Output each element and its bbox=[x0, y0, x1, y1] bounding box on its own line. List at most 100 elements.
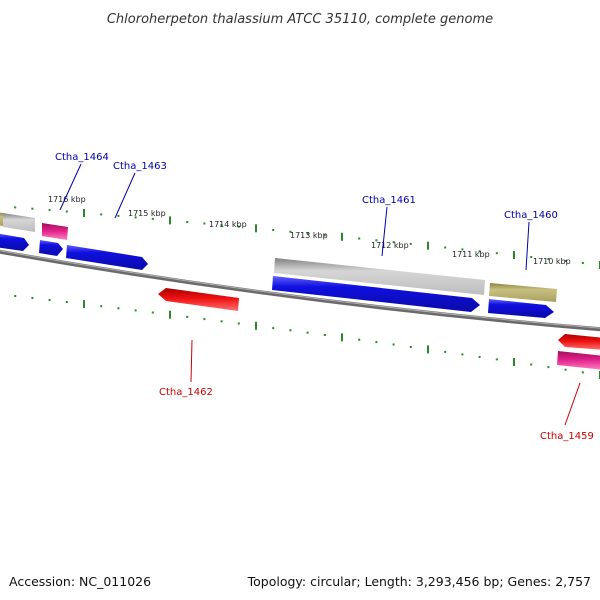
inner-tick bbox=[272, 327, 275, 330]
inner-tick bbox=[392, 343, 395, 346]
inner-tick bbox=[100, 305, 103, 308]
outer-tick bbox=[100, 213, 103, 216]
outer-tick bbox=[478, 250, 481, 253]
gene-label-ctha-1463[interactable]: Ctha_1463 bbox=[113, 161, 167, 172]
kbp-label-1715: 1715 kbp bbox=[128, 209, 166, 218]
outer-tick bbox=[237, 225, 240, 228]
inner-tick bbox=[255, 321, 257, 330]
outer-tick bbox=[323, 234, 326, 237]
inner-tick bbox=[547, 366, 550, 369]
gene-olive-left[interactable] bbox=[0, 212, 3, 226]
kbp-label-1711: 1711 kbp bbox=[452, 250, 490, 259]
gene-ctha-1459-red[interactable] bbox=[558, 334, 600, 350]
inner-tick bbox=[151, 311, 154, 314]
kbp-label-1713: 1713 kbp bbox=[290, 231, 328, 240]
inner-tick bbox=[495, 358, 498, 361]
inner-tick bbox=[409, 346, 412, 348]
accession-text: Accession: NC_011026 bbox=[9, 574, 151, 589]
outer-tick bbox=[547, 258, 550, 260]
outer-tick bbox=[134, 216, 137, 219]
inner-tick bbox=[306, 331, 309, 334]
outer-tick bbox=[530, 256, 533, 258]
gene-label-ctha-1461[interactable]: Ctha_1461 bbox=[362, 195, 416, 206]
outer-tick bbox=[289, 230, 292, 233]
genome-backbone bbox=[0, 249, 600, 332]
outer-tick bbox=[375, 239, 378, 242]
gene-ctha-1460[interactable] bbox=[489, 283, 557, 302]
gene-label-ctha-1460[interactable]: Ctha_1460 bbox=[504, 210, 558, 221]
outer-tick bbox=[169, 216, 171, 225]
inner-tick bbox=[323, 334, 326, 336]
outer-tick bbox=[495, 252, 498, 255]
outer-tick bbox=[220, 224, 223, 227]
outer-tick bbox=[255, 224, 257, 233]
inner-tick bbox=[444, 350, 447, 353]
leader-ctha-1463 bbox=[114, 172, 136, 219]
outer-tick bbox=[358, 237, 361, 240]
gene-ctha-1464[interactable] bbox=[42, 223, 68, 240]
outer-tick bbox=[31, 207, 34, 210]
outer-tick bbox=[14, 206, 17, 209]
inner-tick bbox=[581, 371, 584, 374]
outer-tick bbox=[427, 241, 429, 250]
inner-tick bbox=[289, 329, 292, 332]
inner-tick bbox=[65, 301, 68, 303]
inner-tick bbox=[169, 310, 171, 319]
gene-ctha-1463[interactable] bbox=[66, 245, 148, 270]
kbp-label-1716: 1716 kbp bbox=[48, 195, 86, 204]
outer-tick bbox=[272, 229, 275, 231]
inner-tick bbox=[220, 320, 223, 323]
inner-tick bbox=[48, 299, 51, 301]
outer-tick bbox=[444, 246, 447, 249]
inner-tick-track bbox=[14, 295, 600, 379]
inner-tick bbox=[358, 338, 361, 341]
inner-tick bbox=[461, 353, 464, 356]
gene-blue-small[interactable] bbox=[39, 240, 63, 256]
inner-tick bbox=[31, 297, 34, 299]
inner-tick bbox=[237, 322, 240, 325]
gene-gray-left[interactable] bbox=[3, 213, 35, 232]
gene-blue-large[interactable] bbox=[272, 276, 480, 312]
kbp-label-1712: 1712 kbp bbox=[371, 241, 409, 250]
leader-ctha-1464 bbox=[59, 163, 82, 211]
inner-tick bbox=[14, 295, 17, 297]
leader-ctha-1461 bbox=[381, 206, 388, 257]
outer-tick bbox=[65, 210, 68, 213]
genome-backbone-highlight bbox=[0, 250, 600, 329]
outer-tick bbox=[341, 232, 343, 241]
inner-tick bbox=[186, 315, 189, 318]
outer-tick bbox=[117, 214, 120, 217]
leader-ctha-1462 bbox=[190, 339, 193, 383]
outer-tick bbox=[186, 221, 189, 223]
gene-blue-right[interactable] bbox=[488, 299, 554, 318]
outer-tick bbox=[306, 232, 309, 235]
inner-tick bbox=[427, 345, 429, 354]
kbp-label-1714: 1714 kbp bbox=[209, 220, 247, 229]
inner-tick bbox=[341, 333, 343, 342]
outer-tick bbox=[461, 248, 464, 251]
outer-tick bbox=[581, 262, 584, 264]
gene-ctha-1459[interactable] bbox=[557, 351, 600, 370]
gene-label-ctha-1464[interactable]: Ctha_1464 bbox=[55, 152, 109, 163]
inner-tick bbox=[83, 300, 85, 309]
outer-tick bbox=[564, 260, 567, 262]
outer-tick bbox=[48, 209, 51, 212]
inner-tick bbox=[478, 355, 481, 358]
inner-tick bbox=[203, 318, 206, 321]
kbp-label-1710: 1710 kbp bbox=[533, 257, 571, 266]
outer-tick bbox=[513, 251, 515, 260]
outer-tick bbox=[392, 241, 395, 244]
inner-tick bbox=[117, 307, 120, 310]
gene-ctha-1462[interactable] bbox=[158, 288, 239, 311]
inner-tick bbox=[530, 363, 533, 366]
gene-label-ctha-1462[interactable]: Ctha_1462 bbox=[159, 387, 213, 398]
gene-blue-left[interactable] bbox=[0, 233, 29, 251]
gene-ctha-1461[interactable] bbox=[274, 258, 485, 295]
gene-label-ctha-1459[interactable]: Ctha_1459 bbox=[540, 431, 594, 442]
leader-ctha-1460 bbox=[525, 221, 530, 271]
leader-ctha-1459 bbox=[564, 382, 581, 426]
inner-tick bbox=[375, 341, 378, 344]
outer-tick bbox=[83, 209, 85, 217]
inner-tick bbox=[134, 309, 137, 312]
